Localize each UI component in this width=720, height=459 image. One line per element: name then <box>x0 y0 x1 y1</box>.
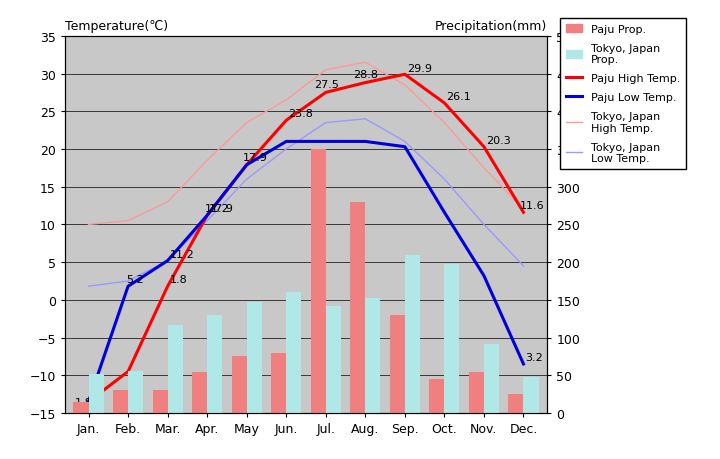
Bar <box>192 372 207 413</box>
Text: 1.8: 1.8 <box>75 397 92 408</box>
Paju High Temp. <box>361 81 369 86</box>
Text: 5.2: 5.2 <box>126 275 144 285</box>
Bar <box>523 377 539 413</box>
Bar <box>469 372 484 413</box>
Bar <box>390 315 405 413</box>
Bar <box>484 344 499 413</box>
Line: Paju Low Temp.: Paju Low Temp. <box>89 142 523 402</box>
Paju High Temp. <box>480 145 488 150</box>
Text: 17.9: 17.9 <box>243 153 268 163</box>
Text: 11.2: 11.2 <box>170 249 194 259</box>
Tokyo, Japan
High Temp. <box>243 121 251 126</box>
Tokyo, Japan
High Temp. <box>203 158 212 164</box>
Text: 28.8: 28.8 <box>354 70 379 80</box>
Paju Low Temp. <box>440 210 449 216</box>
Bar <box>113 391 128 413</box>
Tokyo, Japan
Low Temp. <box>203 218 212 224</box>
Tokyo, Japan
Low Temp. <box>440 177 449 183</box>
Paju Low Temp. <box>203 213 212 218</box>
Bar <box>311 150 325 413</box>
Text: 17.9: 17.9 <box>209 203 234 213</box>
Bar <box>287 293 301 413</box>
Paju High Temp. <box>321 90 330 96</box>
Bar <box>405 255 420 413</box>
Tokyo, Japan
High Temp. <box>361 60 369 66</box>
Tokyo, Japan
Low Temp. <box>400 140 409 145</box>
Tokyo, Japan
High Temp. <box>84 222 93 228</box>
Text: 26.1: 26.1 <box>446 92 471 102</box>
Bar <box>89 374 104 413</box>
Bar <box>351 202 365 413</box>
Tokyo, Japan
Low Temp. <box>163 258 172 264</box>
Paju High Temp. <box>84 399 93 404</box>
Text: 20.3: 20.3 <box>486 135 510 146</box>
Tokyo, Japan
Low Temp. <box>480 222 488 228</box>
Tokyo, Japan
High Temp. <box>519 207 528 213</box>
Paju Low Temp. <box>361 140 369 145</box>
Bar <box>168 325 183 413</box>
Bar <box>207 315 222 413</box>
Text: 11.6: 11.6 <box>520 201 544 210</box>
Paju High Temp. <box>519 210 528 216</box>
Tokyo, Japan
High Temp. <box>124 218 132 224</box>
Text: 11.2: 11.2 <box>205 203 230 213</box>
Tokyo, Japan
Low Temp. <box>84 284 93 289</box>
Text: 29.9: 29.9 <box>407 63 432 73</box>
Paju Low Temp. <box>163 258 172 264</box>
Bar <box>365 299 380 413</box>
Bar <box>128 371 143 413</box>
Paju Low Temp. <box>400 145 409 150</box>
Paju Low Temp. <box>243 162 251 168</box>
Bar <box>508 394 523 413</box>
Text: 23.8: 23.8 <box>288 108 313 118</box>
Text: 3.2: 3.2 <box>526 353 543 363</box>
Tokyo, Japan
Low Temp. <box>361 117 369 122</box>
Line: Tokyo, Japan
Low Temp.: Tokyo, Japan Low Temp. <box>89 119 523 286</box>
Text: Precipitation(mm): Precipitation(mm) <box>435 20 547 33</box>
Bar <box>429 379 444 413</box>
Tokyo, Japan
Low Temp. <box>124 279 132 284</box>
Tokyo, Japan
Low Temp. <box>321 121 330 126</box>
Tokyo, Japan
High Temp. <box>440 121 449 126</box>
Paju High Temp. <box>440 101 449 106</box>
Text: Temperature(℃): Temperature(℃) <box>65 20 168 33</box>
Paju High Temp. <box>400 73 409 78</box>
Tokyo, Japan
Low Temp. <box>243 177 251 183</box>
Paju High Temp. <box>282 118 291 124</box>
Text: 1.8: 1.8 <box>170 274 187 284</box>
Paju High Temp. <box>203 213 212 218</box>
Bar <box>325 306 341 413</box>
Line: Paju High Temp.: Paju High Temp. <box>89 75 523 402</box>
Tokyo, Japan
High Temp. <box>480 166 488 171</box>
Paju Low Temp. <box>321 140 330 145</box>
Bar <box>271 353 287 413</box>
Tokyo, Japan
Low Temp. <box>282 147 291 152</box>
Bar <box>232 357 247 413</box>
Tokyo, Japan
High Temp. <box>163 200 172 205</box>
Bar <box>73 402 89 413</box>
Paju High Temp. <box>243 162 251 168</box>
Line: Tokyo, Japan
High Temp.: Tokyo, Japan High Temp. <box>89 63 523 225</box>
Legend: Paju Prop., Tokyo, Japan
Prop., Paju High Temp., Paju Low Temp., Tokyo, Japan
Hi: Paju Prop., Tokyo, Japan Prop., Paju Hig… <box>560 19 686 169</box>
Bar <box>153 391 168 413</box>
Tokyo, Japan
High Temp. <box>321 68 330 73</box>
Tokyo, Japan
High Temp. <box>400 83 409 89</box>
Paju Low Temp. <box>124 284 132 289</box>
Tokyo, Japan
High Temp. <box>282 98 291 103</box>
Paju High Temp. <box>124 369 132 375</box>
Paju Low Temp. <box>282 140 291 145</box>
Tokyo, Japan
Low Temp. <box>519 263 528 269</box>
Paju Low Temp. <box>84 399 93 404</box>
Text: 27.5: 27.5 <box>314 80 339 90</box>
Paju Low Temp. <box>519 361 528 367</box>
Paju High Temp. <box>163 284 172 289</box>
Bar <box>247 302 261 413</box>
Paju Low Temp. <box>480 274 488 279</box>
Bar <box>444 265 459 413</box>
